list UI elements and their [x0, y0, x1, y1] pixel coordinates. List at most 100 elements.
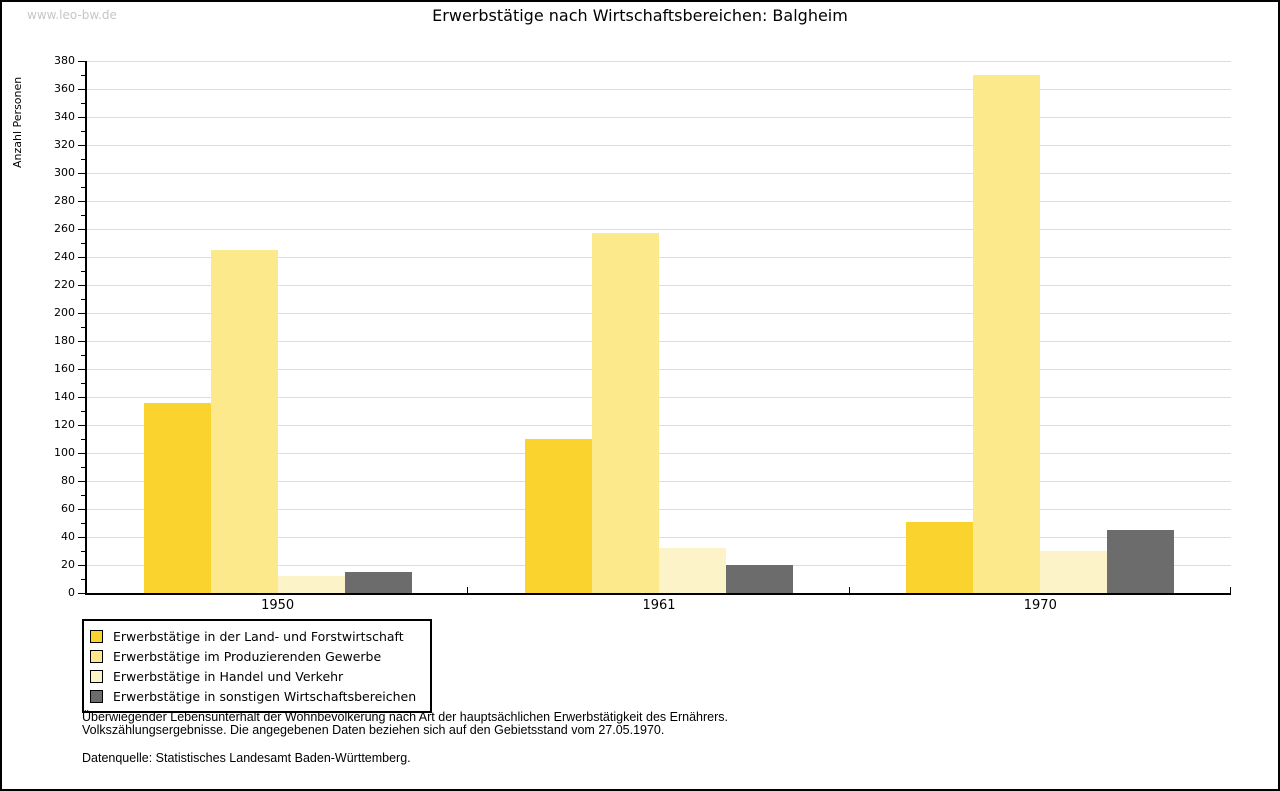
y-tick-label-280: 280 — [54, 194, 75, 207]
bar-1970-sonstige-bereiche — [1107, 530, 1175, 593]
legend-label-produzierendes-gewerbe: Erwerbstätige im Produzierenden Gewerbe — [113, 648, 382, 664]
legend-label-sonstige-bereiche: Erwerbstätige in sonstigen Wirtschaftsbe… — [113, 688, 417, 704]
gridline-100 — [87, 453, 1231, 454]
bar-1950-sonstige-bereiche — [344, 572, 412, 593]
y-tick-label-0: 0 — [68, 586, 75, 599]
y-minor-tick-70 — [81, 495, 85, 496]
y-tick-label-40: 40 — [61, 530, 75, 543]
y-tick-label-80: 80 — [61, 474, 75, 487]
x-axis-label-1970: 1970 — [1023, 598, 1057, 613]
legend-row-land-forstwirtschaft: Erwerbstätige in der Land- und Forstwirt… — [90, 626, 416, 646]
footer-note-line2: Volkszählungsergebnisse. Die angegebenen… — [82, 723, 665, 737]
y-major-tick-260 — [78, 229, 85, 230]
y-major-tick-280 — [78, 201, 85, 202]
y-tick-label-340: 340 — [54, 110, 75, 123]
y-minor-tick-270 — [81, 215, 85, 216]
watermark-url: www.leo-bw.de — [27, 8, 117, 22]
gridline-240 — [87, 257, 1231, 258]
y-major-tick-0 — [78, 593, 85, 594]
gridline-160 — [87, 369, 1231, 370]
gridline-320 — [87, 145, 1231, 146]
legend-row-handel-verkehr: Erwerbstätige in Handel und Verkehr — [90, 666, 416, 686]
plot-area — [85, 61, 1231, 595]
legend-swatch-produzierendes-gewerbe — [90, 649, 103, 663]
y-tick-label-380: 380 — [54, 54, 75, 67]
y-tick-label-60: 60 — [61, 502, 75, 515]
legend-row-sonstige-bereiche: Erwerbstätige in sonstigen Wirtschaftsbe… — [90, 686, 416, 706]
bar-1961-land-forstwirtschaft — [525, 439, 592, 593]
gridline-380 — [87, 61, 1231, 62]
y-minor-tick-130 — [81, 411, 85, 412]
y-minor-tick-310 — [81, 159, 85, 160]
footer-source: Datenquelle: Statistisches Landesamt Bad… — [82, 751, 411, 765]
gridline-300 — [87, 173, 1231, 174]
y-major-tick-120 — [78, 425, 85, 426]
y-minor-tick-250 — [81, 243, 85, 244]
y-major-tick-200 — [78, 313, 85, 314]
y-minor-tick-150 — [81, 383, 85, 384]
bar-1970-produzierendes-gewerbe — [973, 75, 1041, 593]
y-tick-label-140: 140 — [54, 390, 75, 403]
x-axis-label-1961: 1961 — [642, 598, 676, 613]
y-major-tick-100 — [78, 453, 85, 454]
y-major-tick-160 — [78, 369, 85, 370]
y-major-tick-320 — [78, 145, 85, 146]
x-boundary-tick-2 — [848, 587, 850, 593]
bar-1961-produzierendes-gewerbe — [592, 233, 659, 593]
legend-row-produzierendes-gewerbe: Erwerbstätige im Produzierenden Gewerbe — [90, 646, 416, 666]
y-tick-label-120: 120 — [54, 418, 75, 431]
y-major-tick-80 — [78, 481, 85, 482]
y-minor-tick-230 — [81, 271, 85, 272]
gridline-120 — [87, 425, 1231, 426]
y-minor-tick-50 — [81, 523, 85, 524]
gridline-260 — [87, 229, 1231, 230]
y-minor-tick-290 — [81, 187, 85, 188]
bar-1950-land-forstwirtschaft — [143, 402, 211, 593]
chart-title: Erwerbstätige nach Wirtschaftsbereichen:… — [432, 6, 848, 25]
y-major-tick-20 — [78, 565, 85, 566]
x-axis-label-1950: 1950 — [261, 598, 295, 613]
bar-1970-handel-verkehr — [1040, 551, 1108, 593]
gridline-80 — [87, 481, 1231, 482]
y-tick-label-200: 200 — [54, 306, 75, 319]
bar-1950-handel-verkehr — [277, 576, 345, 593]
y-minor-tick-190 — [81, 327, 85, 328]
y-minor-tick-210 — [81, 299, 85, 300]
y-minor-tick-370 — [81, 75, 85, 76]
gridline-360 — [87, 89, 1231, 90]
y-major-tick-60 — [78, 509, 85, 510]
y-major-tick-220 — [78, 285, 85, 286]
y-tick-label-160: 160 — [54, 362, 75, 375]
y-tick-label-20: 20 — [61, 558, 75, 571]
footer-note-line1: Überwiegender Lebensunterhalt der Wohnbe… — [82, 710, 728, 724]
y-tick-label-180: 180 — [54, 334, 75, 347]
y-tick-label-220: 220 — [54, 278, 75, 291]
x-boundary-tick-3 — [1230, 587, 1231, 593]
y-major-tick-240 — [78, 257, 85, 258]
y-tick-label-260: 260 — [54, 222, 75, 235]
legend-swatch-handel-verkehr — [90, 669, 103, 683]
gridline-280 — [87, 201, 1231, 202]
y-major-tick-360 — [78, 89, 85, 90]
y-axis-title: Anzahl Personen — [11, 76, 24, 168]
y-minor-tick-10 — [81, 579, 85, 580]
y-major-tick-300 — [78, 173, 85, 174]
y-major-tick-180 — [78, 341, 85, 342]
y-tick-label-360: 360 — [54, 82, 75, 95]
legend: Erwerbstätige in der Land- und Forstwirt… — [82, 619, 433, 713]
y-minor-tick-170 — [81, 355, 85, 356]
x-boundary-tick-1 — [467, 587, 469, 593]
y-minor-tick-30 — [81, 551, 85, 552]
y-major-tick-40 — [78, 537, 85, 538]
gridline-340 — [87, 117, 1231, 118]
y-tick-label-320: 320 — [54, 138, 75, 151]
y-major-tick-140 — [78, 397, 85, 398]
gridline-40 — [87, 537, 1231, 538]
legend-swatch-sonstige-bereiche — [90, 689, 103, 703]
y-major-tick-380 — [78, 61, 85, 62]
legend-label-land-forstwirtschaft: Erwerbstätige in der Land- und Forstwirt… — [113, 628, 404, 644]
y-minor-tick-350 — [81, 103, 85, 104]
y-minor-tick-110 — [81, 439, 85, 440]
bar-1970-land-forstwirtschaft — [906, 521, 974, 593]
